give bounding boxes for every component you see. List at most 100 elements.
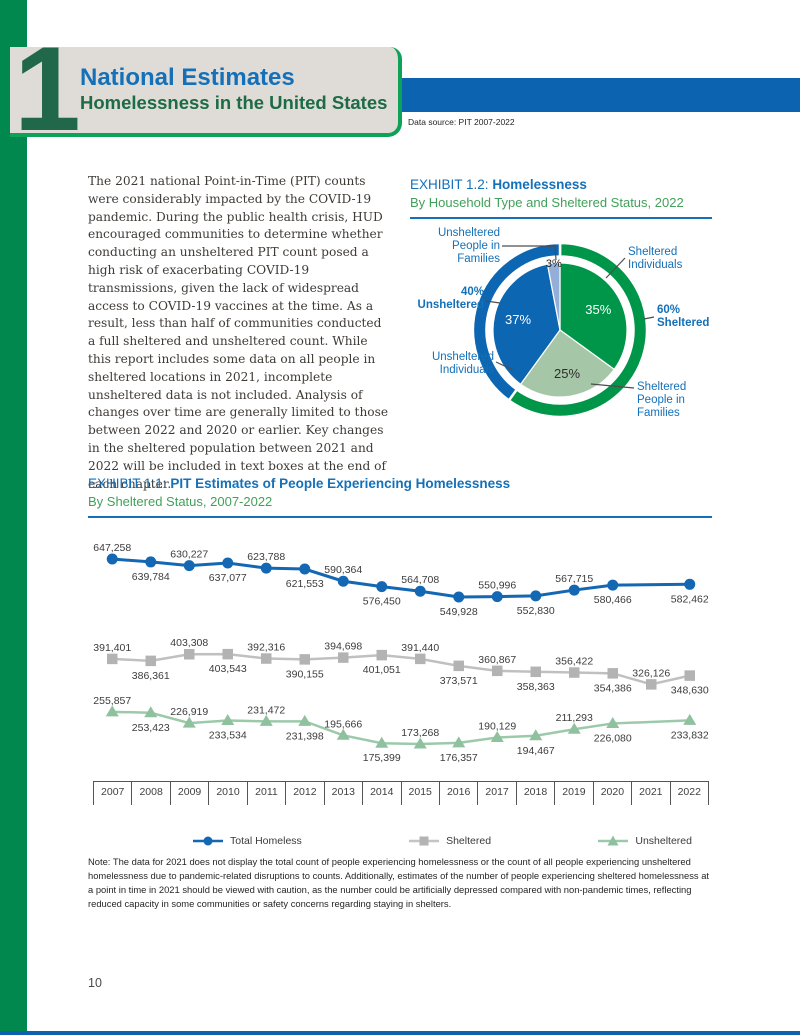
exhibit-1-1-title: PIT Estimates of People Experiencing Hom… <box>170 476 511 491</box>
data-point-unsheltered <box>683 713 697 725</box>
header-blue-bar <box>398 78 800 112</box>
pie-chart: 35% 25% 37% 3% Unsheltered People in Families S… <box>410 224 712 449</box>
legend-item-total-homeless: Total Homeless <box>193 835 302 847</box>
exhibit-1-1-label: EXHIBIT 1.1: <box>88 476 167 491</box>
exhibit-1-2-label: EXHIBIT 1.2: <box>410 177 489 192</box>
year-cell: 2007 <box>93 782 131 805</box>
pie-percent-label: 35% <box>585 302 611 317</box>
bottom-accent-bar <box>0 1031 800 1035</box>
year-cell: 2008 <box>131 782 169 805</box>
data-label-unsheltered: 211,293 <box>556 712 593 724</box>
legend-label-unsheltered: Unsheltered <box>635 835 692 847</box>
data-point-sheltered <box>415 653 426 665</box>
year-cell: 2010 <box>208 782 246 805</box>
exhibit-1-2-subtitle: By Household Type and Sheltered Status, … <box>410 195 684 210</box>
data-label-sheltered: 401,051 <box>363 664 401 676</box>
data-point-unsheltered <box>221 714 235 726</box>
data-point-sheltered <box>184 648 195 660</box>
data-label-sheltered: 356,422 <box>555 656 593 668</box>
legend-label-sheltered: Sheltered <box>446 835 492 847</box>
data-label-sheltered: 354,386 <box>594 682 632 694</box>
data-point-unsheltered <box>259 714 273 726</box>
data-label-sheltered: 390,155 <box>286 668 324 680</box>
year-cell: 2017 <box>477 782 515 805</box>
year-cell: 2020 <box>592 782 631 805</box>
data-label-total-homeless: 582,462 <box>671 593 709 605</box>
data-label-unsheltered: 231,398 <box>286 730 324 742</box>
data-point-unsheltered <box>375 736 389 748</box>
data-label-unsheltered: 226,080 <box>594 732 632 744</box>
data-label-total-homeless: 637,077 <box>209 572 247 584</box>
data-point-sheltered <box>569 667 580 678</box>
data-point-sheltered <box>684 670 695 681</box>
data-label-total-homeless: 639,784 <box>132 571 170 583</box>
data-label-sheltered: 403,308 <box>170 637 208 649</box>
data-point-sheltered <box>145 655 156 667</box>
line-chart: 647,258 639,784 630,227 637,077 623,788 621,5… <box>88 527 712 777</box>
pie-slice-unsheltered-people-in-families <box>546 262 561 331</box>
pie-svg: 35% 25% 37% 3% <box>471 241 655 419</box>
ring-segment-40-unsheltered <box>471 241 562 403</box>
year-cell: 2021 <box>631 782 669 805</box>
legend-marker-sheltered-icon <box>409 836 440 846</box>
pie-label-sheltered-people-in-families: Sheltered People in Families <box>637 381 687 419</box>
chapter-title: National Estimates <box>80 64 295 91</box>
chart-legend: Total Homeless Sheltered Unsheltered <box>88 835 712 847</box>
series-line-sheltered <box>112 652 691 686</box>
year-cell: 2018 <box>515 782 554 805</box>
year-cell: 2022 <box>669 782 709 805</box>
data-point-sheltered <box>299 654 310 665</box>
exhibit-1-2-heading: EXHIBIT 1.2: Homelessness By Household T… <box>410 176 712 219</box>
legend-item-sheltered: Sheltered <box>409 835 491 847</box>
data-label-total-homeless: 549,928 <box>440 606 478 618</box>
data-source-note: Data source: PIT 2007-2022 <box>408 117 515 127</box>
data-label-total-homeless: 647,258 <box>93 542 131 554</box>
callout-line-sheltered-people-in-families <box>590 383 635 389</box>
intro-paragraph: The 2021 national Point-in-Time (PIT) co… <box>88 174 389 491</box>
data-label-unsheltered: 233,832 <box>671 729 709 741</box>
divider-line <box>88 516 712 518</box>
chapter-subtitle: Homelessness in the United States <box>80 92 388 113</box>
data-label-sheltered: 373,571 <box>440 675 478 687</box>
year-cell: 2009 <box>169 782 208 805</box>
legend-marker-total-homeless-icon <box>193 836 223 846</box>
data-label-unsheltered: 231,472 <box>247 704 285 716</box>
year-cell: 2013 <box>323 782 362 805</box>
year-cell: 2015 <box>400 782 439 805</box>
data-label-total-homeless: 621,553 <box>286 578 324 590</box>
callout-line-sheltered-individuals <box>605 257 626 279</box>
data-label-total-homeless: 552,830 <box>517 605 555 617</box>
data-point-sheltered <box>453 660 464 672</box>
data-point-sheltered <box>492 665 503 677</box>
data-label-total-homeless: 550,996 <box>478 580 516 592</box>
data-label-unsheltered: 175,399 <box>363 752 401 764</box>
x-axis-years: 2007 2008 2009 2010 2011 2012 2013 2014 2015 2016… <box>93 781 709 805</box>
data-label-unsheltered: 194,467 <box>517 745 555 757</box>
data-point-total-homeless <box>260 562 272 574</box>
pie-percent-label: 37% <box>505 312 531 327</box>
data-point-unsheltered <box>144 706 158 718</box>
data-label-total-homeless: 630,227 <box>170 549 208 561</box>
year-cell: 2011 <box>246 782 285 805</box>
data-label-sheltered: 391,440 <box>401 642 439 654</box>
data-label-sheltered: 392,316 <box>247 642 285 654</box>
page-number: 10 <box>88 976 102 990</box>
data-label-sheltered: 394,698 <box>324 641 362 653</box>
data-point-unsheltered <box>298 714 312 726</box>
data-point-sheltered <box>338 652 349 663</box>
data-label-total-homeless: 580,466 <box>594 594 632 606</box>
pie-slice-unsheltered-individuals <box>492 263 561 386</box>
data-label-sheltered: 360,867 <box>478 654 516 666</box>
callout-line-unsheltered-individuals <box>495 361 514 371</box>
data-label-sheltered: 391,401 <box>93 642 131 654</box>
data-point-sheltered <box>261 653 272 664</box>
data-point-sheltered <box>107 653 118 665</box>
data-label-unsheltered: 190,129 <box>478 720 516 732</box>
data-label-sheltered: 326,126 <box>632 667 670 679</box>
pie-label-unsheltered-people-in-families: Unsheltered People in Families <box>437 227 500 265</box>
exhibit-1-2-title-line: EXHIBIT 1.2: Homelessness <box>410 176 712 194</box>
legend-marker-unsheltered-icon <box>598 835 629 846</box>
data-point-unsheltered <box>336 728 350 740</box>
data-label-sheltered: 358,363 <box>517 681 555 693</box>
data-label-unsheltered: 253,423 <box>132 722 170 734</box>
